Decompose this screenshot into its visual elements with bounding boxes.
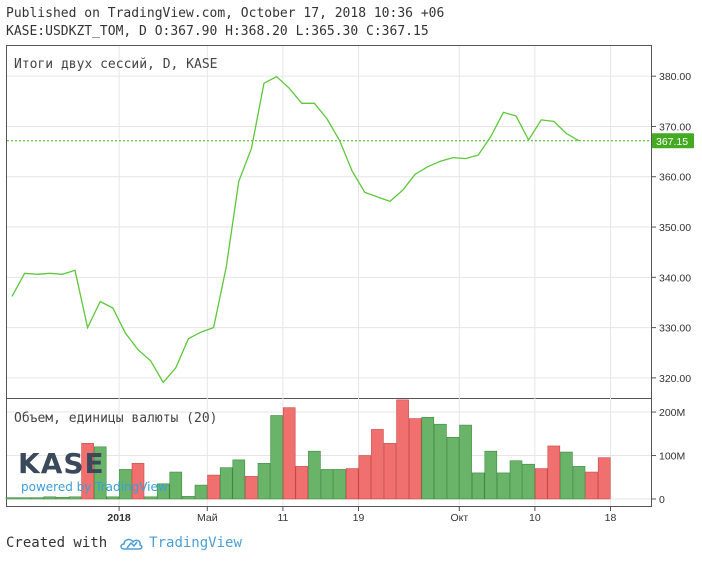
time-tick-label: 2018: [107, 512, 131, 524]
tradingview-link[interactable]: TradingView: [119, 535, 242, 551]
volume-bar: [345, 468, 359, 500]
volume-bar: [396, 399, 409, 500]
volume-bar: [282, 407, 296, 500]
last-price-badge: 367.15: [652, 133, 694, 149]
volume-bar: [219, 467, 233, 500]
volume-bar: [509, 460, 523, 500]
volume-axis: 0 100M 200M: [651, 407, 685, 506]
price-tick-label: 360.00: [659, 172, 691, 184]
volume-bar: [156, 483, 170, 500]
volume-bar: [106, 496, 120, 500]
volume-bar: [5, 497, 19, 500]
volume-bar: [93, 446, 107, 500]
volume-bar: [182, 496, 195, 500]
volume-bar: [522, 463, 535, 500]
volume-bar: [43, 496, 57, 500]
volume-bar: [484, 450, 498, 500]
volume-bar: [471, 472, 485, 500]
price-tick-label: 380.00: [659, 71, 691, 83]
volume-bar: [232, 459, 246, 500]
volume-bar: [320, 469, 334, 500]
symbol-ohlc-line: KASE:USDKZT_TOM, D O:367.90 H:368.20 L:3…: [6, 24, 429, 39]
price-pane-border: [6, 45, 652, 399]
volume-bar: [18, 497, 31, 500]
volume-bar: [497, 472, 510, 500]
volume-bar: [371, 429, 384, 500]
volume-bar: [547, 445, 561, 500]
cloud-icon: [120, 538, 143, 550]
volume-pane-title: Объем, единицы валюты (20): [14, 411, 218, 426]
volume-bar: [459, 424, 472, 500]
footer: Created with TradingView: [6, 535, 242, 551]
volume-bar: [597, 457, 611, 500]
volume-bar: [446, 436, 460, 500]
volume-tick-label: 100M: [659, 451, 685, 463]
tradingview-brand: TradingView: [149, 535, 242, 551]
time-tick-label: 11: [277, 512, 288, 524]
price-axis: 320.00 330.00 340.00 350.00 360.00 370.00 380.…: [651, 71, 691, 385]
price-pane-title: Итоги двух сессий, D, KASE: [14, 57, 218, 72]
volume-bar: [257, 463, 271, 500]
volume-bar: [131, 463, 145, 500]
volume-bar: [30, 497, 44, 500]
price-series-line: [11, 75, 580, 384]
chart-area: 2018 Май 11 19 Окт 10 18 320.00 330.00 340.00 350…: [5, 45, 694, 524]
time-tick-label: Май: [197, 512, 218, 524]
price-tick-label: 350.00: [659, 222, 691, 234]
volume-bar: [408, 418, 422, 500]
volume-bar: [144, 496, 157, 500]
price-tick-label: 370.00: [659, 121, 691, 133]
time-tick-label: Окт: [450, 512, 468, 524]
volume-bar: [245, 476, 258, 500]
volume-bar: [308, 450, 321, 500]
volume-bar: [572, 466, 586, 500]
volume-bar: [119, 469, 132, 500]
volume-bar: [434, 423, 447, 500]
published-line: Published on TradingView.com, October 17…: [6, 6, 445, 21]
volume-bar: [295, 466, 309, 500]
volume-tick-label: 0: [659, 494, 665, 506]
volume-bar: [560, 451, 573, 500]
grid: [7, 46, 651, 506]
kase-wordmark: KASE: [18, 447, 105, 480]
volume-bar: [270, 415, 283, 500]
volume-bar: [68, 496, 82, 500]
volume-bar: [383, 443, 397, 500]
last-price-label: 367.15: [656, 136, 688, 148]
volume-bar: [421, 416, 435, 500]
kase-tagline: powered by TradingView: [21, 480, 168, 494]
price-tick-label: 340.00: [659, 272, 691, 284]
time-tick-label: 10: [529, 512, 541, 524]
volume-bars: [5, 399, 611, 500]
price-tick-label: 320.00: [659, 373, 691, 385]
volume-bar: [333, 469, 346, 500]
volume-bar: [207, 474, 220, 500]
volume-bar: [56, 496, 69, 500]
time-tick-label: 19: [353, 512, 365, 524]
volume-bar: [194, 484, 208, 500]
volume-bar: [534, 468, 548, 500]
created-with-label: Created with: [6, 535, 108, 551]
volume-bar: [358, 455, 372, 500]
volume-bar: [169, 471, 183, 500]
volume-bar: [81, 443, 94, 500]
time-tick-label: 18: [605, 512, 617, 524]
time-axis: 2018 Май 11 19 Окт 10 18: [107, 506, 616, 524]
volume-bar: [585, 471, 598, 500]
kase-logo: KASE powered by TradingView: [18, 447, 168, 494]
price-tick-label: 330.00: [659, 323, 691, 335]
volume-tick-label: 200M: [659, 407, 685, 419]
